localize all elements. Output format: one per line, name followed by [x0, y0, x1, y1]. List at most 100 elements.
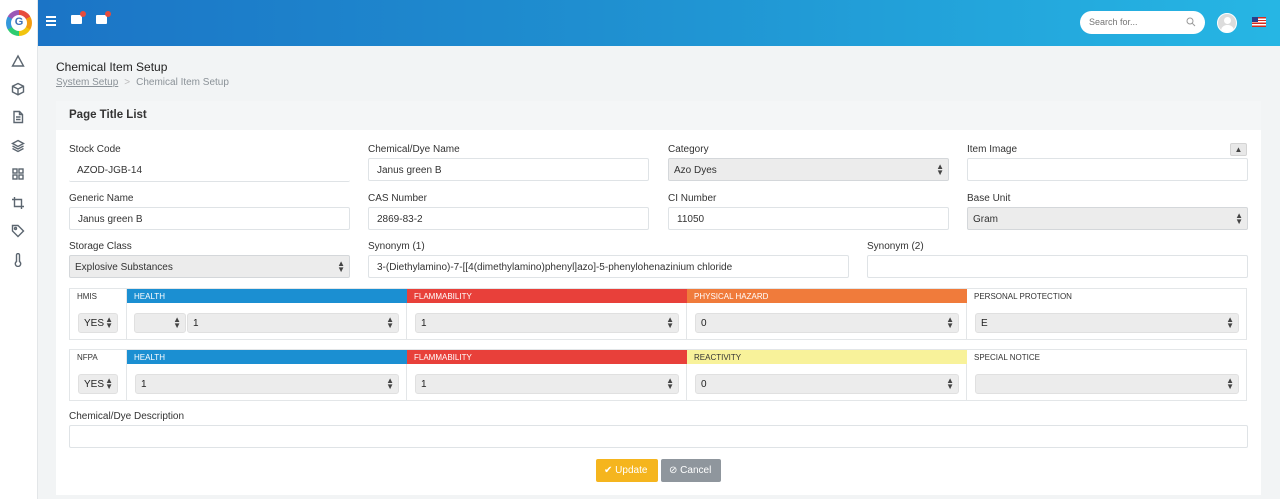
nfpa-reactivity-select[interactable]: 0 ▲ ▼	[695, 374, 959, 394]
hmis-enabled-select[interactable]: YES ▲ ▼	[78, 313, 118, 333]
cas-number-field[interactable]: 2869-83-2	[368, 207, 649, 230]
hmis-personal-protection-value: E	[981, 318, 988, 329]
storage-class-label: Storage Class	[69, 241, 132, 252]
hmis-physical-hazard-header: PHYSICAL HAZARD	[687, 289, 967, 303]
hmis-health-prefix-select[interactable]: ▲ ▼	[134, 313, 186, 333]
breadcrumb-separator: >	[124, 77, 131, 88]
nfpa-flammability-select[interactable]: 1 ▲ ▼	[415, 374, 679, 394]
thermometer-icon[interactable]	[11, 252, 25, 268]
nfpa-table: NFPA HEALTH FLAMMABILITY REACTIVITY SPEC…	[69, 349, 1247, 401]
hmis-physical-column	[687, 289, 967, 339]
nfpa-health-column	[127, 350, 407, 400]
synonym2-label: Synonym (2)	[867, 241, 924, 252]
breadcrumb-current: Chemical Item Setup	[136, 77, 229, 88]
hmis-physical-hazard-value: 0	[701, 318, 707, 329]
sidebar: G	[0, 0, 38, 499]
hmis-health-header: HEALTH	[127, 289, 407, 303]
user-avatar[interactable]	[1217, 13, 1237, 33]
page-header: Chemical Item Setup System Setup > Chemica…	[56, 60, 229, 88]
nfpa-health-header: HEALTH	[127, 350, 407, 364]
hmis-enabled-value: YES	[84, 318, 105, 329]
ci-number-field[interactable]: 11050	[668, 207, 949, 230]
generic-name-field[interactable]: Janus green B	[69, 207, 350, 230]
hmis-flammability-column	[407, 289, 687, 339]
nfpa-flammability-value: 1	[421, 379, 427, 390]
description-label: Chemical/Dye Description	[69, 411, 185, 422]
base-unit-value: Gram	[973, 214, 998, 225]
hmis-label: HMIS	[77, 292, 97, 301]
item-image-field[interactable]	[967, 158, 1248, 181]
base-unit-select[interactable]: Gram ▲ ▼	[967, 207, 1248, 230]
nfpa-reactivity-column	[687, 350, 967, 400]
box-icon[interactable]	[11, 82, 25, 96]
chemical-name-field[interactable]: Janus green B	[368, 158, 649, 181]
search-box	[1080, 11, 1205, 34]
update-button[interactable]: ✔ Update	[596, 459, 658, 482]
chemical-name-label: Chemical/Dye Name	[368, 144, 460, 155]
nfpa-reactivity-header: REACTIVITY	[687, 350, 967, 364]
breadcrumb-system-setup[interactable]: System Setup	[56, 77, 119, 88]
select-caret-icon: ▲ ▼	[1226, 315, 1234, 330]
select-caret-icon: ▲ ▼	[105, 315, 113, 330]
document-icon[interactable]	[11, 110, 25, 124]
hmis-health-column	[127, 289, 407, 339]
hmis-personal-protection-select[interactable]: E ▲ ▼	[975, 313, 1239, 333]
synonym2-field[interactable]	[867, 255, 1248, 278]
cancel-button[interactable]: ⊘ Cancel	[661, 459, 721, 482]
us-flag-icon[interactable]	[1252, 17, 1266, 27]
crop-icon[interactable]	[11, 196, 25, 210]
app-logo[interactable]: G	[6, 10, 32, 36]
check-icon: ✔	[604, 465, 613, 476]
menu-icon[interactable]	[46, 16, 56, 26]
select-caret-icon: ▲ ▼	[1235, 211, 1243, 226]
triangle-icon[interactable]	[11, 54, 25, 68]
nfpa-flammability-header: FLAMMABILITY	[407, 350, 687, 364]
hmis-table: HMIS HEALTH FLAMMABILITY PHYSICAL HAZARD…	[69, 288, 1247, 340]
category-value: Azo Dyes	[674, 165, 717, 176]
item-image-label: Item Image	[967, 144, 1018, 155]
select-caret-icon: ▲ ▼	[946, 315, 954, 330]
hmis-flammability-value: 1	[421, 318, 427, 329]
card-title: Page Title List	[69, 109, 147, 121]
category-select[interactable]: Azo Dyes ▲ ▼	[668, 158, 949, 181]
stock-code-field[interactable]: AZOD-JGB-14	[69, 159, 350, 182]
nfpa-health-select[interactable]: 1 ▲ ▼	[135, 374, 399, 394]
hmis-health-select[interactable]: 1 ▲ ▼	[187, 313, 399, 333]
mail-icon[interactable]	[96, 11, 111, 24]
select-caret-icon: ▲ ▼	[1226, 376, 1234, 391]
upload-icon[interactable]: ▲	[1230, 143, 1247, 156]
synonym1-field[interactable]: 3-(Diethylamino)-7-[[4(dimethylamino)phe…	[368, 255, 849, 278]
hmis-flammability-header: FLAMMABILITY	[407, 289, 687, 303]
layers-icon[interactable]	[11, 139, 25, 153]
generic-name-label: Generic Name	[69, 193, 134, 204]
grid-icon[interactable]	[11, 167, 25, 181]
tag-icon[interactable]	[11, 224, 25, 238]
hmis-flammability-select[interactable]: 1 ▲ ▼	[415, 313, 679, 333]
card-header: Page Title List	[56, 101, 1261, 130]
cancel-label: Cancel	[680, 465, 712, 476]
ci-number-label: CI Number	[668, 193, 717, 204]
nfpa-special-notice-select[interactable]: ▲ ▼	[975, 374, 1239, 394]
storage-class-value: Explosive Substances	[75, 262, 173, 273]
nfpa-flammability-column	[407, 350, 687, 400]
stock-code-label: Stock Code	[69, 144, 121, 155]
hmis-physical-hazard-select[interactable]: 0 ▲ ▼	[695, 313, 959, 333]
nfpa-health-value: 1	[141, 379, 147, 390]
select-caret-icon: ▲ ▼	[936, 162, 944, 177]
select-caret-icon: ▲ ▼	[386, 376, 394, 391]
select-caret-icon: ▲ ▼	[337, 259, 345, 274]
search-input[interactable]	[1089, 17, 1185, 27]
base-unit-label: Base Unit	[967, 193, 1011, 204]
cas-number-label: CAS Number	[368, 193, 427, 204]
storage-class-select[interactable]: Explosive Substances ▲ ▼	[69, 255, 350, 278]
description-field[interactable]	[69, 425, 1248, 448]
synonym1-label: Synonym (1)	[368, 241, 425, 252]
breadcrumb: System Setup > Chemical Item Setup	[56, 77, 229, 88]
select-caret-icon: ▲ ▼	[105, 376, 113, 391]
nfpa-reactivity-value: 0	[701, 379, 707, 390]
search-icon[interactable]	[1186, 17, 1196, 27]
nfpa-enabled-select[interactable]: YES ▲ ▼	[78, 374, 118, 394]
top-bar	[38, 0, 1280, 46]
category-label: Category	[668, 144, 709, 155]
chat-icon[interactable]	[71, 11, 86, 24]
